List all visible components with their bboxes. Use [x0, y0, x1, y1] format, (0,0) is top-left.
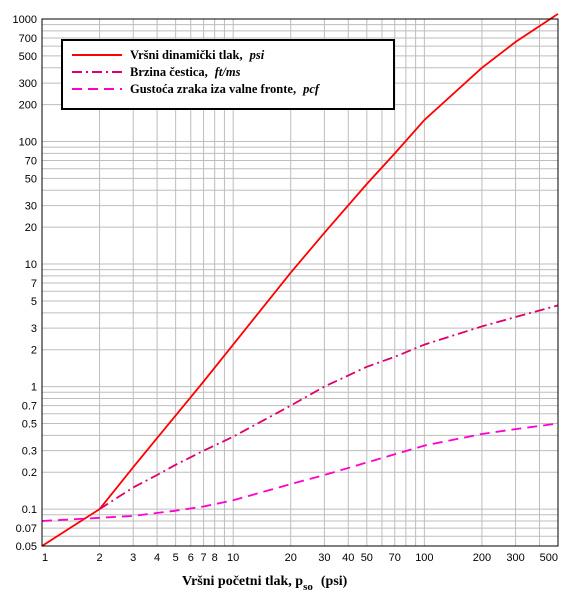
y-tick-label: 500: [19, 51, 37, 63]
x-tick-label: 200: [473, 552, 491, 564]
y-tick-label: 3: [31, 323, 37, 335]
legend-series-unit: ft/ms: [215, 65, 241, 79]
x-tick-label: 4: [154, 552, 160, 564]
y-tick-label: 10: [25, 259, 37, 271]
x-tick-label: 1: [42, 552, 48, 564]
x-tick-labels: 1 2 3 4 5 6 7 8 10 20 30 40 50 70 100 200 300 500: [42, 552, 558, 564]
y-tick-label: 700: [19, 33, 37, 45]
y-tick-label: 0.5: [22, 418, 37, 430]
x-tick-label: 7: [201, 552, 207, 564]
x-tick-label: 8: [212, 552, 218, 564]
x-tick-label: 20: [285, 552, 297, 564]
y-tick-label: 0.7: [22, 401, 37, 413]
series-group: [41, 13, 559, 547]
plot-frame: [41, 18, 559, 547]
legend-series-unit: psi: [249, 48, 265, 62]
y-tick-label: 0.2: [22, 467, 37, 479]
y-tick-label: 300: [19, 78, 37, 90]
y-tick-label: 0.1: [22, 504, 37, 516]
x-tick-label: 300: [506, 552, 524, 564]
x-tick-label: 40: [342, 552, 354, 564]
legend-series-name: Brzina čestica,: [130, 65, 208, 79]
x-axis-label: Vršni početni tlak, pso (psi): [182, 574, 348, 593]
x-axis-label-unit: (psi): [321, 574, 348, 589]
legend-label-1: Vršni dinamički tlak, psi: [130, 48, 265, 62]
legend-label-3: Gustoća zraka iza valne fronte, pcf: [130, 82, 321, 96]
y-tick-label: 1000: [13, 14, 37, 26]
legend-series-name: Vršni dinamički tlak,: [130, 48, 243, 62]
x-tick-label: 500: [540, 552, 558, 564]
legend: Vršni dinamički tlak, psi Brzina čestica, f…: [61, 39, 395, 110]
y-tick-label: 20: [25, 222, 37, 234]
x-tick-label: 70: [389, 552, 401, 564]
y-tick-labels: 1000 700 500 300 200 100 70 50 30 20 10 7 5 3 2 1 0.7 0.5…: [13, 14, 37, 553]
series-line-3: [41, 422, 559, 522]
y-tick-label: 70: [25, 156, 37, 168]
y-tick-label: 100: [19, 137, 37, 149]
x-tick-label: 100: [415, 552, 433, 564]
y-tick-label: 30: [25, 201, 37, 213]
x-tick-label: 10: [227, 552, 239, 564]
series-line-1: [41, 13, 559, 547]
x-tick-label: 3: [130, 552, 136, 564]
y-tick-label: 2: [31, 345, 37, 357]
y-tick-label: 1: [31, 382, 37, 394]
y-tick-label: 50: [25, 173, 37, 185]
legend-series-name: Gustoća zraka iza valne fronte,: [130, 82, 296, 96]
y-tick-label: 5: [31, 296, 37, 308]
legend-box: [61, 39, 395, 110]
y-tick-label: 0.05: [16, 541, 37, 553]
legend-series-unit: pcf: [302, 82, 321, 96]
x-axis-label-subscript: so: [303, 581, 313, 593]
series-line-2: [99, 304, 559, 510]
y-tick-label: 0.07: [16, 523, 37, 535]
y-tick-label: 7: [31, 278, 37, 290]
x-tick-label: 30: [318, 552, 330, 564]
y-tick-label: 0.3: [22, 446, 37, 458]
x-tick-label: 6: [188, 552, 194, 564]
x-tick-label: 50: [361, 552, 373, 564]
x-tick-label: 5: [173, 552, 179, 564]
legend-label-2: Brzina čestica, ft/ms: [130, 65, 241, 79]
x-axis-label-main: Vršni početni tlak, p: [182, 574, 303, 589]
x-tick-label: 2: [96, 552, 102, 564]
y-tick-label: 200: [19, 100, 37, 112]
